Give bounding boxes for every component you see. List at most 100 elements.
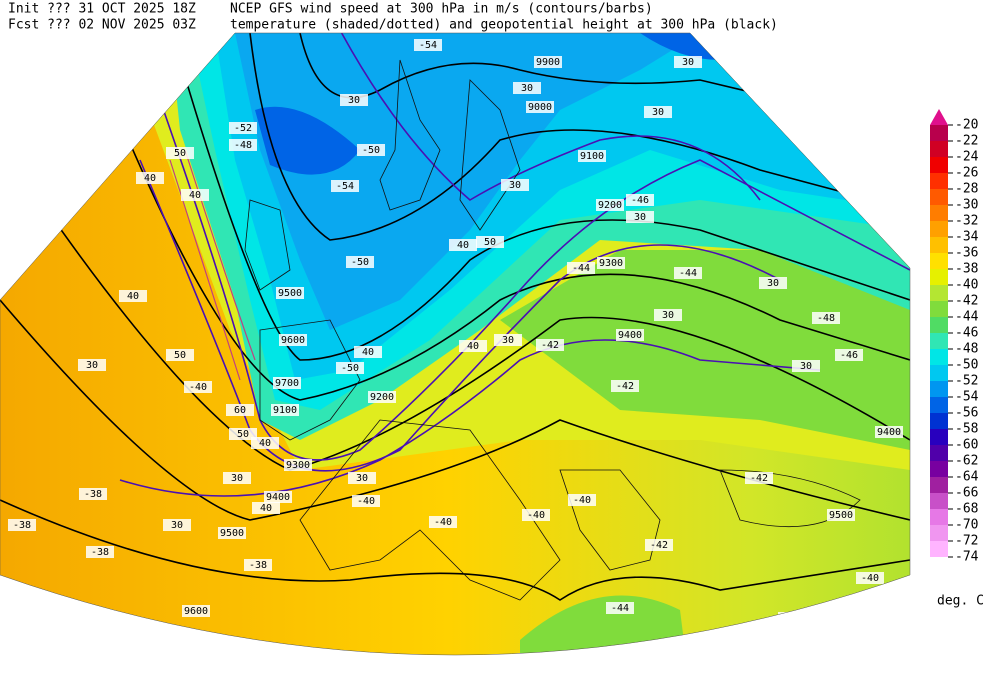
map-label-box (271, 404, 299, 416)
colorbar-swatch (930, 509, 948, 525)
map-label-box (812, 312, 840, 324)
map-label: 9300 (286, 460, 310, 471)
map-label-box (476, 236, 504, 248)
colorbar-swatch (930, 317, 948, 333)
map-label: -42 (541, 340, 559, 351)
colorbar-swatch (930, 381, 948, 397)
colorbar-label: -20 (955, 118, 978, 133)
temperature-fill (500, 250, 910, 450)
map-label: 50 (174, 350, 186, 361)
map-label-box (336, 362, 364, 374)
colorbar-swatch (930, 397, 948, 413)
map-label-box (626, 194, 654, 206)
map-label: 30 (662, 310, 674, 321)
map-label-box (348, 472, 376, 484)
map-label: 9000 (528, 102, 552, 113)
title-line-2: temperature (shaded/dotted) and geopoten… (230, 18, 778, 33)
map-label: 30 (356, 473, 368, 484)
colorbar-label: -56 (955, 406, 978, 421)
map-label-box (856, 572, 884, 584)
colorbar-label: -26 (955, 166, 978, 181)
map-label-box (522, 509, 550, 521)
map-label-box (875, 426, 903, 438)
colorbar-swatch (930, 429, 948, 445)
map-label-box (449, 239, 477, 251)
colorbar-label: -22 (955, 134, 978, 149)
temperature-fill (520, 595, 690, 655)
map-label-box (78, 359, 106, 371)
map-label-box (86, 546, 114, 558)
temperature-fill (255, 106, 360, 175)
colorbar-label: -72 (955, 534, 978, 549)
map-label-box (223, 472, 251, 484)
map-label: -48 (234, 140, 252, 151)
map-label: 30 (509, 180, 521, 191)
colorbar-label: -32 (955, 214, 978, 229)
map-label: 9100 (273, 405, 297, 416)
map-label-box (792, 360, 820, 372)
map-label-box (166, 349, 194, 361)
map-label: 50 (484, 237, 496, 248)
map-label: 9700 (275, 378, 299, 389)
colorbar-swatch (930, 493, 948, 509)
map-label: -52 (234, 123, 252, 134)
map-label-box (654, 309, 682, 321)
map-label-box (536, 339, 564, 351)
map-label: 9300 (599, 258, 623, 269)
map-label: 40 (127, 291, 139, 302)
colorbar-label: -24 (955, 150, 979, 165)
map-label: 9900 (536, 57, 560, 68)
map-label: -42 (750, 473, 768, 484)
colorbar-swatch (930, 301, 948, 317)
map-label: 9600 (184, 606, 208, 617)
map-label-box (644, 106, 672, 118)
colorbar-swatch (930, 413, 948, 429)
map-label-box (354, 346, 382, 358)
map-label-box (264, 491, 292, 503)
map-label-box (331, 180, 359, 192)
map-label: 30 (502, 335, 514, 346)
map-label-box (597, 257, 625, 269)
map-label-box (827, 509, 855, 521)
colorbar-swatch (930, 141, 948, 157)
map-label-box (494, 334, 522, 346)
map-label: -40 (434, 517, 452, 528)
map-label: 9600 (281, 335, 305, 346)
map-label: -38 (84, 489, 102, 500)
map-label-box (745, 472, 773, 484)
map-label: 40 (189, 190, 201, 201)
colorbar-label: -50 (955, 358, 978, 373)
colorbar-swatch (930, 173, 948, 189)
map-label: -44 (611, 603, 629, 614)
map-label: 40 (457, 240, 469, 251)
map-label-box (119, 290, 147, 302)
map-label: -44 (679, 268, 697, 279)
map-label: 30 (171, 520, 183, 531)
map-label-box (229, 122, 257, 134)
colorbar-swatch (930, 349, 948, 365)
colorbar-swatch (930, 461, 948, 477)
colorbar-swatch (930, 189, 948, 205)
map-label-box (184, 381, 212, 393)
colorbar-swatch (930, 253, 948, 269)
map-label: -40 (527, 510, 545, 521)
colorbar-label: -70 (955, 518, 978, 533)
map-label-box (567, 262, 595, 274)
map-label-box (501, 179, 529, 191)
map-label: -54 (419, 40, 437, 51)
map-border (0, 32, 911, 656)
map-label: -50 (341, 363, 359, 374)
colorbar-swatch (930, 477, 948, 493)
colorbar-label: -62 (955, 454, 978, 469)
colorbar-label: -40 (955, 278, 978, 293)
colorbar-swatch (930, 541, 948, 557)
map-label-box (513, 82, 541, 94)
init-time: Init ??? 31 OCT 2025 18Z (8, 2, 196, 17)
map-label: 9500 (829, 510, 853, 521)
map-label: 30 (800, 361, 812, 372)
colorbar-label: -58 (955, 422, 978, 437)
map-label: -38 (91, 547, 109, 558)
map-label-box (226, 404, 254, 416)
